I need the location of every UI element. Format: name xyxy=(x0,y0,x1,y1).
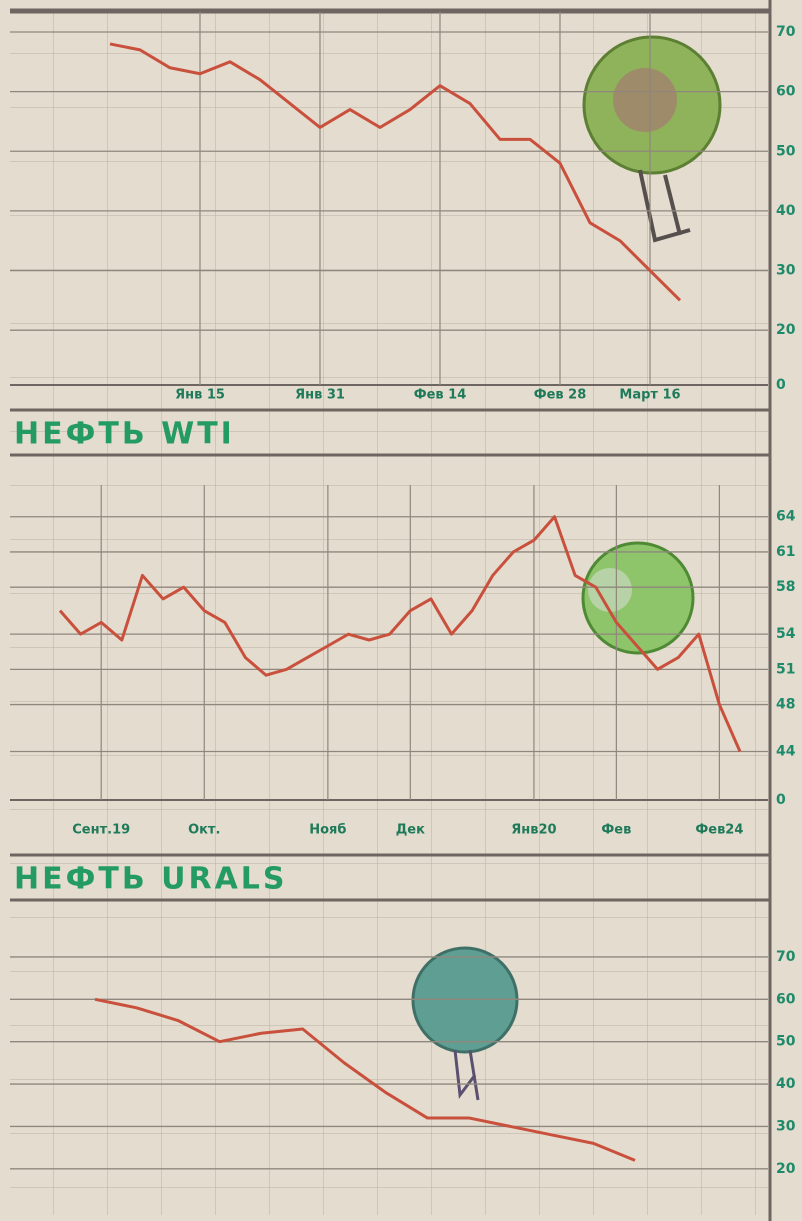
y-tick-label: 50 xyxy=(776,1034,796,1050)
y-tick-label: 40 xyxy=(776,1076,796,1092)
chart: 0 20 30 40 50 60 70 Янв 15 Янв 31 Фев 14 Фев 28 Мар… xyxy=(0,0,802,1221)
chart-title: НЕФТЬ WTI xyxy=(14,417,235,452)
y-tick-label: 40 xyxy=(776,203,796,219)
x-tick-label: Фев24 xyxy=(695,823,743,838)
y-tick-label: 20 xyxy=(776,322,796,338)
x-tick-label: Фев xyxy=(601,823,631,838)
x-tick-label: Янв 15 xyxy=(175,388,225,403)
x-tick-label: Янв20 xyxy=(511,823,556,838)
y-tick-label: 0 xyxy=(776,377,786,393)
y-tick-label: 61 xyxy=(776,544,795,560)
y-tick-label: 0 xyxy=(776,792,786,808)
y-tick-label: 58 xyxy=(776,579,795,595)
y-tick-label: 50 xyxy=(776,143,796,159)
y-tick-label: 51 xyxy=(776,661,795,677)
y-tick-label: 64 xyxy=(776,509,796,525)
x-tick-label: Сент.19 xyxy=(72,823,130,838)
x-tick-label: Нояб xyxy=(309,823,346,838)
x-tick-label: Янв 31 xyxy=(295,388,345,403)
y-tick-label: 48 xyxy=(776,697,795,713)
x-tick-label: Дек xyxy=(396,823,425,838)
y-tick-label: 20 xyxy=(776,1161,796,1177)
y-tick-label: 30 xyxy=(776,263,796,279)
chart-title: НЕФТЬ URALS xyxy=(14,862,288,897)
y-tick-label: 44 xyxy=(776,744,796,760)
x-tick-label: Март 16 xyxy=(619,388,680,403)
page: {"chart_data": [ {"type": "line", "categ… xyxy=(0,0,802,1221)
x-tick-label: Окт. xyxy=(188,823,220,838)
y-tick-label: 60 xyxy=(776,991,796,1007)
x-tick-label: Фев 28 xyxy=(534,388,587,403)
x-tick-label: Фев 14 xyxy=(414,388,467,403)
y-tick-label: 30 xyxy=(776,1118,796,1134)
virus-2 xyxy=(583,543,693,653)
y-tick-label: 60 xyxy=(776,84,796,100)
y-tick-label: 70 xyxy=(776,949,796,965)
y-tick-label: 70 xyxy=(776,24,796,40)
y-tick-label: 54 xyxy=(776,626,796,642)
